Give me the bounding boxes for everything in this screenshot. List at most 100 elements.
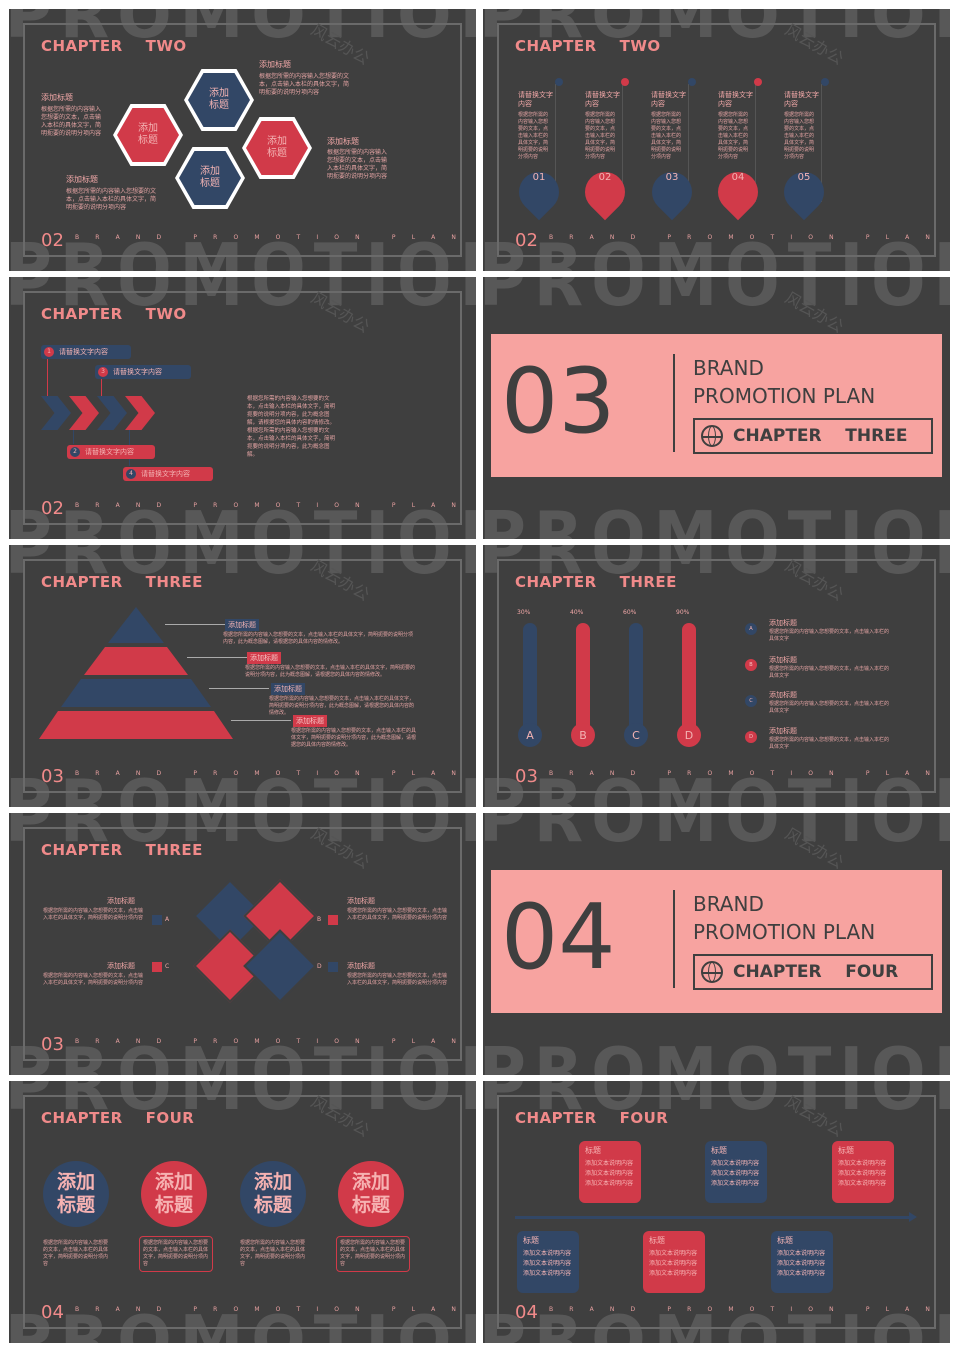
brand-letter: N xyxy=(355,234,360,241)
brand-letter: I xyxy=(316,502,319,509)
card-line: 添加文本说明内容 xyxy=(711,1170,760,1177)
brand-letter: R xyxy=(687,770,692,777)
brand-letter: N xyxy=(925,1306,930,1313)
quad-text: 根据您所需的内容输入您想要的文本，点击输入本栏的具体文字，简明扼要的说明分项内容 xyxy=(347,973,448,986)
brand-letter: L xyxy=(411,1038,416,1045)
connector xyxy=(73,430,74,444)
brand-letter: O xyxy=(233,502,239,509)
brand-letter: N xyxy=(355,1038,360,1045)
brand-letter: P xyxy=(667,234,671,241)
brand-letter: P xyxy=(391,502,396,509)
brand-letter: L xyxy=(411,770,416,777)
frame xyxy=(497,1095,936,1329)
slide-5[interactable]: PROMOTION PROMOTION 风云办公 CHAPTER THREE 添… xyxy=(9,545,476,807)
divider xyxy=(673,890,675,988)
slide-3[interactable]: PROMOTION PROMOTION 风云办公 CHAPTER TWO 1 请替… xyxy=(9,277,476,539)
bg-word: PROMOTION xyxy=(9,231,476,271)
slide-2[interactable]: PROMOTION PROMOTION 风云办公 CHAPTER TWO 请替换… xyxy=(483,9,950,271)
bg-word: PROMOTION xyxy=(9,499,476,539)
bg-word: PROMOTION xyxy=(9,813,476,857)
tag: 添加标题 xyxy=(225,619,259,631)
slide-6[interactable]: PROMOTION PROMOTION 风云办公 CHAPTER THREE 3… xyxy=(483,545,950,807)
brand-letter: N xyxy=(829,770,834,777)
slide-title: CHAPTER TWO xyxy=(41,305,187,323)
slide-8[interactable]: PROMOTION PROMOTION 风云办公 04 BRAND PROMOTI… xyxy=(483,813,950,1075)
page-number: 02 xyxy=(41,498,64,519)
brand-letter: N xyxy=(451,1306,456,1313)
brand-letter: T xyxy=(770,770,775,777)
quad-marker xyxy=(152,962,162,972)
brand-letter: D xyxy=(156,770,162,777)
brand-letter: N xyxy=(355,1306,360,1313)
brand-letter: N xyxy=(829,234,834,241)
page-number: 03 xyxy=(515,766,538,787)
brand-letter: I xyxy=(790,234,793,241)
pill-label: 3 请替换文字内容 xyxy=(95,365,191,379)
slide-10[interactable]: PROMOTION PROMOTION 风云办公 CHAPTER FOUR 标题… xyxy=(483,1081,950,1343)
bar-tube xyxy=(576,623,590,735)
hexagon: 添加 标题 xyxy=(184,69,254,131)
page-number: 04 xyxy=(41,1302,64,1323)
chapter-label: CHAPTER THREE xyxy=(733,426,908,446)
quad-letter: B xyxy=(317,916,322,923)
bg-word: PROMOTION xyxy=(483,813,950,857)
quad-text: 根据您所需的内容输入您想要的文本，点击输入本栏的具体文字，简明扼要的说明分项内容 xyxy=(347,908,448,921)
brand-letter: L xyxy=(885,770,890,777)
chapter-box: CHAPTER THREE xyxy=(693,418,933,454)
brand-letter: L xyxy=(411,1306,416,1313)
brand-letter: D xyxy=(156,1306,162,1313)
brand-letter: R xyxy=(213,502,218,509)
card-line: 添加文本说明内容 xyxy=(523,1260,572,1267)
brand-letter: B xyxy=(75,770,80,777)
slide-title: CHAPTER TWO xyxy=(515,37,661,55)
bg-word: PROMOTION xyxy=(483,1081,950,1125)
brand-letter: R xyxy=(687,234,692,241)
brand-letter: L xyxy=(411,234,416,241)
brand-letter: M xyxy=(254,502,260,509)
brand-letter: O xyxy=(707,1306,713,1313)
connector xyxy=(209,688,269,689)
card-line: 添加文本说明内容 xyxy=(711,1160,760,1167)
brand-letter: L xyxy=(885,234,890,241)
frame xyxy=(23,559,462,793)
circle-title: 添加 标题 xyxy=(338,1161,404,1227)
circle-text: 根据您所需的内容输入您想要的文本，点击输入本栏的具体文字，简明扼要的说明分项内容 xyxy=(43,1240,109,1267)
item-text: 根据您所需的内容输入您想要的文本，点击输入本栏的具体文字 xyxy=(769,666,890,679)
bg-word: PROMOTION xyxy=(9,1081,476,1125)
quad-title: 添加标题 xyxy=(107,962,135,970)
slide-4[interactable]: PROMOTION PROMOTION 风云办公 03 BRAND PROMOTI… xyxy=(483,277,950,539)
brand-letter: T xyxy=(770,234,775,241)
page-number: 03 xyxy=(41,1034,64,1055)
item-letter: B xyxy=(745,659,757,671)
timeline-card: 标题 添加文本说明内容 添加文本说明内容 添加文本说明内容 xyxy=(517,1231,579,1293)
card-head: 标题 xyxy=(649,1236,665,1245)
circle-text: 根据您所需的内容输入您想要的文本，点击输入本栏的具体文字，简明扼要的说明分项内容 xyxy=(240,1240,306,1267)
brand-letter: O xyxy=(707,770,713,777)
slide-7[interactable]: PROMOTION PROMOTION 风云办公 CHAPTER THREE 添… xyxy=(9,813,476,1075)
bg-word: PROMOTION xyxy=(483,499,950,539)
brand-letter: A xyxy=(431,1038,436,1045)
bg-word: PROMOTION xyxy=(483,545,950,589)
column-line xyxy=(555,84,556,202)
timeline-card: 标题 添加文本说明内容 添加文本说明内容 添加文本说明内容 xyxy=(771,1231,833,1293)
tag: 添加标题 xyxy=(247,652,281,664)
brand-letter: B xyxy=(75,1306,80,1313)
brand-letter: D xyxy=(156,234,162,241)
chapter-number: 03 xyxy=(501,349,616,454)
brand-letter: N xyxy=(451,770,456,777)
brand-letter: P xyxy=(865,770,870,777)
slide-1[interactable]: PROMOTION PROMOTION 风云办公 CHAPTER TWO 添加标… xyxy=(9,9,476,271)
pill-text: 请替换文字内容 xyxy=(85,448,134,456)
circle-title: 添加 标题 xyxy=(43,1161,109,1227)
timeline-card: 标题 添加文本说明内容 添加文本说明内容 添加文本说明内容 xyxy=(643,1231,705,1293)
item-letter: A xyxy=(745,623,757,635)
quad-text: 根据您所需的内容输入您想要的文本，点击输入本栏的具体文字，简明扼要的说明分项内容 xyxy=(43,973,144,986)
globe-icon xyxy=(701,425,723,447)
slide-title: CHAPTER FOUR xyxy=(41,1109,195,1127)
brand-letter: O xyxy=(233,234,239,241)
tag: 添加标题 xyxy=(271,683,305,695)
circle-text: 根据您所需的内容输入您想要的文本，点击输入本栏的具体文字，简明扼要的说明分项内容 xyxy=(336,1236,410,1272)
slide-9[interactable]: PROMOTION PROMOTION 风云办公 CHAPTER FOUR 添加… xyxy=(9,1081,476,1343)
brand-line-2: PROMOTION PLAN xyxy=(693,920,876,944)
